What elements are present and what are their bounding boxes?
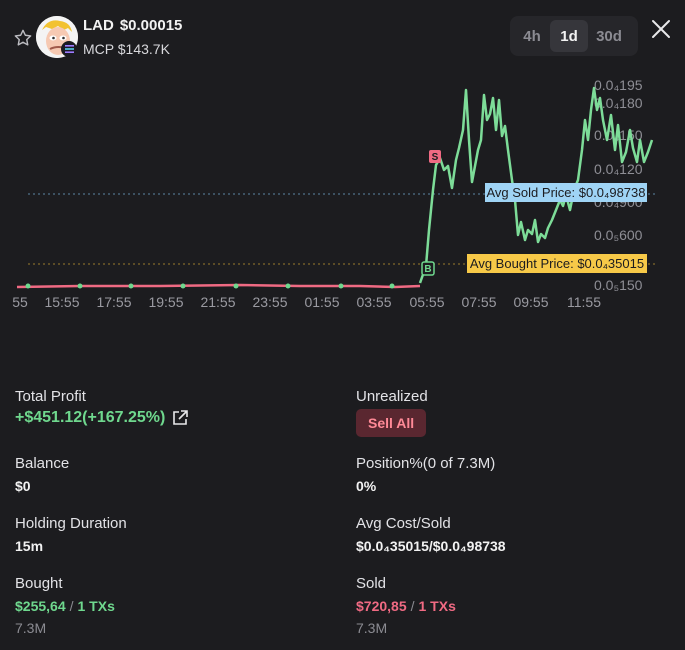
sold-separator: / — [410, 598, 415, 614]
x-axis-labels: 55 15:55 17:55 19:55 21:55 23:55 01:55 0… — [12, 294, 601, 310]
holding-duration-value: 15m — [15, 538, 44, 554]
x-tick-label: 07:55 — [461, 294, 496, 310]
tab-4h[interactable]: 4h — [523, 27, 541, 45]
pre-trade-points — [25, 283, 395, 289]
sold-amount: $720,85 — [356, 598, 407, 614]
x-tick-label: 19:55 — [148, 294, 183, 310]
y-tick-label: 0.0₄195 — [594, 77, 643, 93]
total-profit-value-row: +$451.12(+167.25%) — [15, 409, 189, 427]
avg-bought-price-label: Avg Bought Price: $0.0₄35015 — [467, 254, 647, 273]
price-point — [25, 283, 31, 289]
star-outline-icon[interactable] — [13, 28, 33, 48]
sold-txs: 1 TXs — [418, 598, 456, 614]
avg-bought-price-text: Avg Bought Price: $0.0₄35015 — [470, 256, 644, 271]
token-header: LAD $0.00015 MCP $143.7K 4h 1d 30d — [0, 0, 685, 70]
balance: Balance $0 — [15, 455, 69, 494]
bought-quantity: 7.3M — [15, 620, 47, 636]
total-profit-value: +$451.12(+167.25%) — [15, 409, 166, 426]
x-tick-label: 17:55 — [96, 294, 131, 310]
y-tick-label: 0.0₅600 — [594, 227, 643, 243]
position-label: Position%(0 of 7.3M) — [356, 455, 496, 472]
unrealized-label: Unrealized — [356, 388, 428, 405]
avg-cost-sold: Avg Cost/Sold $0.0₄35015/$0.0₄98738 — [356, 515, 506, 554]
total-profit-label: Total Profit — [15, 388, 86, 405]
token-symbol: LAD — [83, 17, 114, 34]
price-line-pre-trade — [16, 283, 421, 289]
x-tick-label: 05:55 — [409, 294, 444, 310]
bought-separator: / — [69, 598, 74, 614]
price-point — [233, 283, 239, 289]
bought-label: Bought — [15, 575, 63, 592]
sold-label: Sold — [356, 575, 387, 592]
price-point — [77, 283, 83, 289]
x-tick-label: 55 — [12, 294, 28, 310]
price-line-post-trade — [418, 86, 654, 284]
close-x-icon[interactable] — [650, 18, 672, 40]
sold: Sold $720,85/1 TXs 7.3M — [356, 575, 456, 636]
buy-marker[interactable]: B — [421, 261, 435, 276]
tab-1d[interactable]: 1d — [550, 20, 588, 52]
solana-icon — [61, 41, 77, 57]
x-tick-label: 23:55 — [252, 294, 287, 310]
holding-duration: Holding Duration 15m — [15, 515, 127, 554]
sell-marker-label: S — [432, 152, 439, 163]
x-tick-label: 03:55 — [356, 294, 391, 310]
buy-marker-label: B — [424, 264, 431, 275]
bought-value-row: $255,64/1 TXs — [15, 598, 115, 614]
sold-value-row: $720,85/1 TXs — [356, 598, 456, 614]
balance-value: $0 — [15, 478, 31, 494]
token-avatar — [36, 16, 78, 58]
price-point — [338, 283, 344, 289]
price-point — [180, 283, 186, 289]
x-tick-label: 01:55 — [304, 294, 339, 310]
position-value: 0% — [356, 478, 377, 494]
y-tick-label: 0.0₄120 — [594, 161, 643, 177]
holding-duration-label: Holding Duration — [15, 515, 127, 532]
price-chart[interactable]: 0.0₄195 0.0₄180 0.0₄150 0.0₄120 0.0₄900 … — [0, 70, 685, 320]
avg-cost-value: $0.0₄35015/$0.0₄98738 — [356, 538, 506, 554]
price-point — [285, 283, 291, 289]
tab-30d[interactable]: 30d — [596, 27, 622, 45]
token-title: LAD $0.00015 — [83, 17, 188, 34]
market-cap: MCP $143.7K — [83, 41, 170, 57]
avg-cost-label: Avg Cost/Sold — [356, 515, 451, 532]
time-range-tabs: 4h 1d 30d — [510, 16, 638, 56]
price-point — [128, 283, 134, 289]
position: Position%(0 of 7.3M) 0% — [356, 455, 495, 494]
x-tick-label: 11:55 — [567, 294, 601, 310]
y-tick-label: 0.0₄180 — [594, 95, 643, 111]
x-tick-label: 21:55 — [200, 294, 235, 310]
sell-marker[interactable]: S — [429, 150, 441, 163]
external-share-icon[interactable] — [171, 409, 189, 427]
bought-amount: $255,64 — [15, 598, 66, 614]
price-point — [389, 283, 395, 289]
total-profit: Total Profit +$451.12(+167.25%) — [15, 388, 189, 427]
bought: Bought $255,64/1 TXs 7.3M — [15, 575, 115, 636]
sold-quantity: 7.3M — [356, 620, 388, 636]
sell-all-button[interactable]: Sell All — [356, 409, 427, 437]
bought-txs: 1 TXs — [77, 598, 115, 614]
token-price: $0.00015 — [119, 17, 183, 34]
balance-label: Balance — [15, 455, 70, 472]
x-tick-label: 15:55 — [44, 294, 79, 310]
avg-sold-price-text: Avg Sold Price: $0.0₄98738 — [486, 185, 645, 200]
unrealized: Unrealized Sell All — [356, 388, 428, 437]
x-tick-label: 09:55 — [513, 294, 548, 310]
avg-sold-price-label: Avg Sold Price: $0.0₄98738 — [485, 183, 647, 202]
y-tick-label: 0.0₅150 — [594, 277, 643, 293]
